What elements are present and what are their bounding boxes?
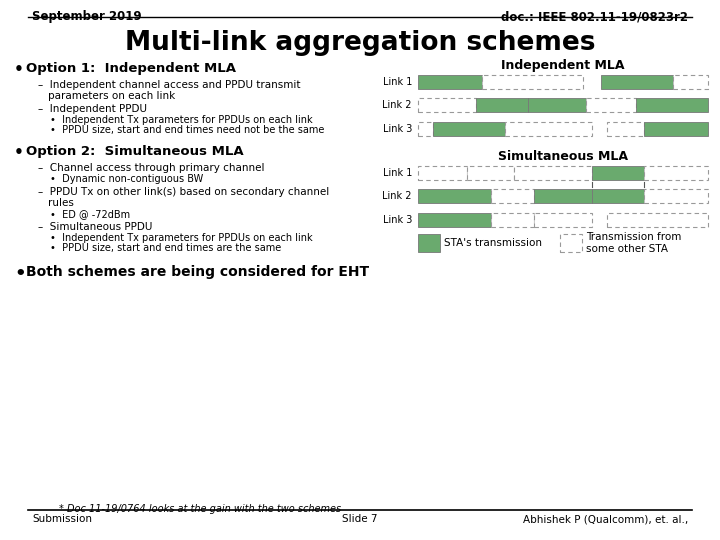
Text: •  Independent Tx parameters for PPDUs on each link: • Independent Tx parameters for PPDUs on… [50, 233, 312, 243]
Bar [586, 98, 636, 112]
Text: STA's transmission: STA's transmission [444, 238, 542, 248]
Text: Multi-link aggregation schemes: Multi-link aggregation schemes [125, 30, 595, 56]
Text: Both schemes are being considered for EHT: Both schemes are being considered for EH… [26, 265, 369, 279]
Text: Link 2: Link 2 [382, 191, 412, 201]
Bar [505, 122, 592, 136]
Text: Submission: Submission [32, 514, 92, 524]
Text: September 2019: September 2019 [32, 10, 142, 23]
Text: •  PPDU size, start and end times need not be the same: • PPDU size, start and end times need no… [50, 125, 325, 135]
Text: •: • [14, 62, 24, 77]
Bar [418, 189, 490, 203]
Bar [534, 213, 592, 227]
Bar [476, 98, 528, 112]
Bar [528, 98, 586, 112]
Bar [467, 166, 513, 180]
Text: –  Independent channel access and PPDU transmit: – Independent channel access and PPDU tr… [38, 80, 300, 90]
Text: –  PPDU Tx on other link(s) based on secondary channel: – PPDU Tx on other link(s) based on seco… [38, 187, 329, 197]
Bar [644, 189, 708, 203]
Text: •  ED @ -72dBm: • ED @ -72dBm [50, 209, 130, 219]
Text: Slide 7: Slide 7 [342, 514, 378, 524]
Text: –  Independent PPDU: – Independent PPDU [38, 104, 147, 114]
Bar [418, 75, 482, 89]
Bar [560, 234, 582, 252]
Bar [636, 98, 708, 112]
Text: •  Independent Tx parameters for PPDUs on each link: • Independent Tx parameters for PPDUs on… [50, 115, 312, 125]
Text: Link 2: Link 2 [382, 100, 412, 110]
Bar [418, 166, 467, 180]
Bar [534, 189, 592, 203]
Bar [513, 166, 592, 180]
Bar [606, 122, 644, 136]
Bar [644, 122, 708, 136]
Text: –  Simultaneous PPDU: – Simultaneous PPDU [38, 222, 153, 232]
Text: parameters on each link: parameters on each link [48, 91, 175, 101]
Bar [482, 75, 583, 89]
Bar [418, 122, 433, 136]
Text: •  PPDU size, start and end times are the same: • PPDU size, start and end times are the… [50, 243, 282, 253]
Text: Link 1: Link 1 [382, 168, 412, 178]
Text: Abhishek P (Qualcomm), et. al.,: Abhishek P (Qualcomm), et. al., [523, 514, 688, 524]
Bar [490, 189, 534, 203]
Bar [490, 213, 534, 227]
Text: –  Channel access through primary channel: – Channel access through primary channel [38, 163, 264, 173]
Text: Link 1: Link 1 [382, 77, 412, 87]
Bar [592, 189, 644, 203]
Bar [433, 122, 505, 136]
Bar [600, 75, 673, 89]
Text: doc.: IEEE 802.11-19/0823r2: doc.: IEEE 802.11-19/0823r2 [501, 10, 688, 23]
Text: Link 3: Link 3 [382, 124, 412, 134]
Text: •: • [14, 265, 26, 283]
Text: rules: rules [48, 198, 74, 208]
Text: Simultaneous MLA: Simultaneous MLA [498, 150, 628, 163]
Text: Link 3: Link 3 [382, 215, 412, 225]
Text: •  Dynamic non-contiguous BW: • Dynamic non-contiguous BW [50, 174, 203, 184]
Bar [418, 234, 440, 252]
Bar [673, 75, 708, 89]
Bar [418, 213, 490, 227]
Text: Independent MLA: Independent MLA [501, 59, 625, 72]
Bar [606, 213, 708, 227]
Text: Option 2:  Simultaneous MLA: Option 2: Simultaneous MLA [26, 145, 243, 158]
Text: •: • [14, 145, 24, 160]
Text: * Doc 11-19/0764 looks at the gain with the two schemes: * Doc 11-19/0764 looks at the gain with … [59, 504, 341, 514]
Text: Option 1:  Independent MLA: Option 1: Independent MLA [26, 62, 236, 75]
Bar [644, 166, 708, 180]
Text: Transmission from
some other STA: Transmission from some other STA [586, 232, 681, 254]
Bar [418, 98, 476, 112]
Bar [592, 166, 644, 180]
